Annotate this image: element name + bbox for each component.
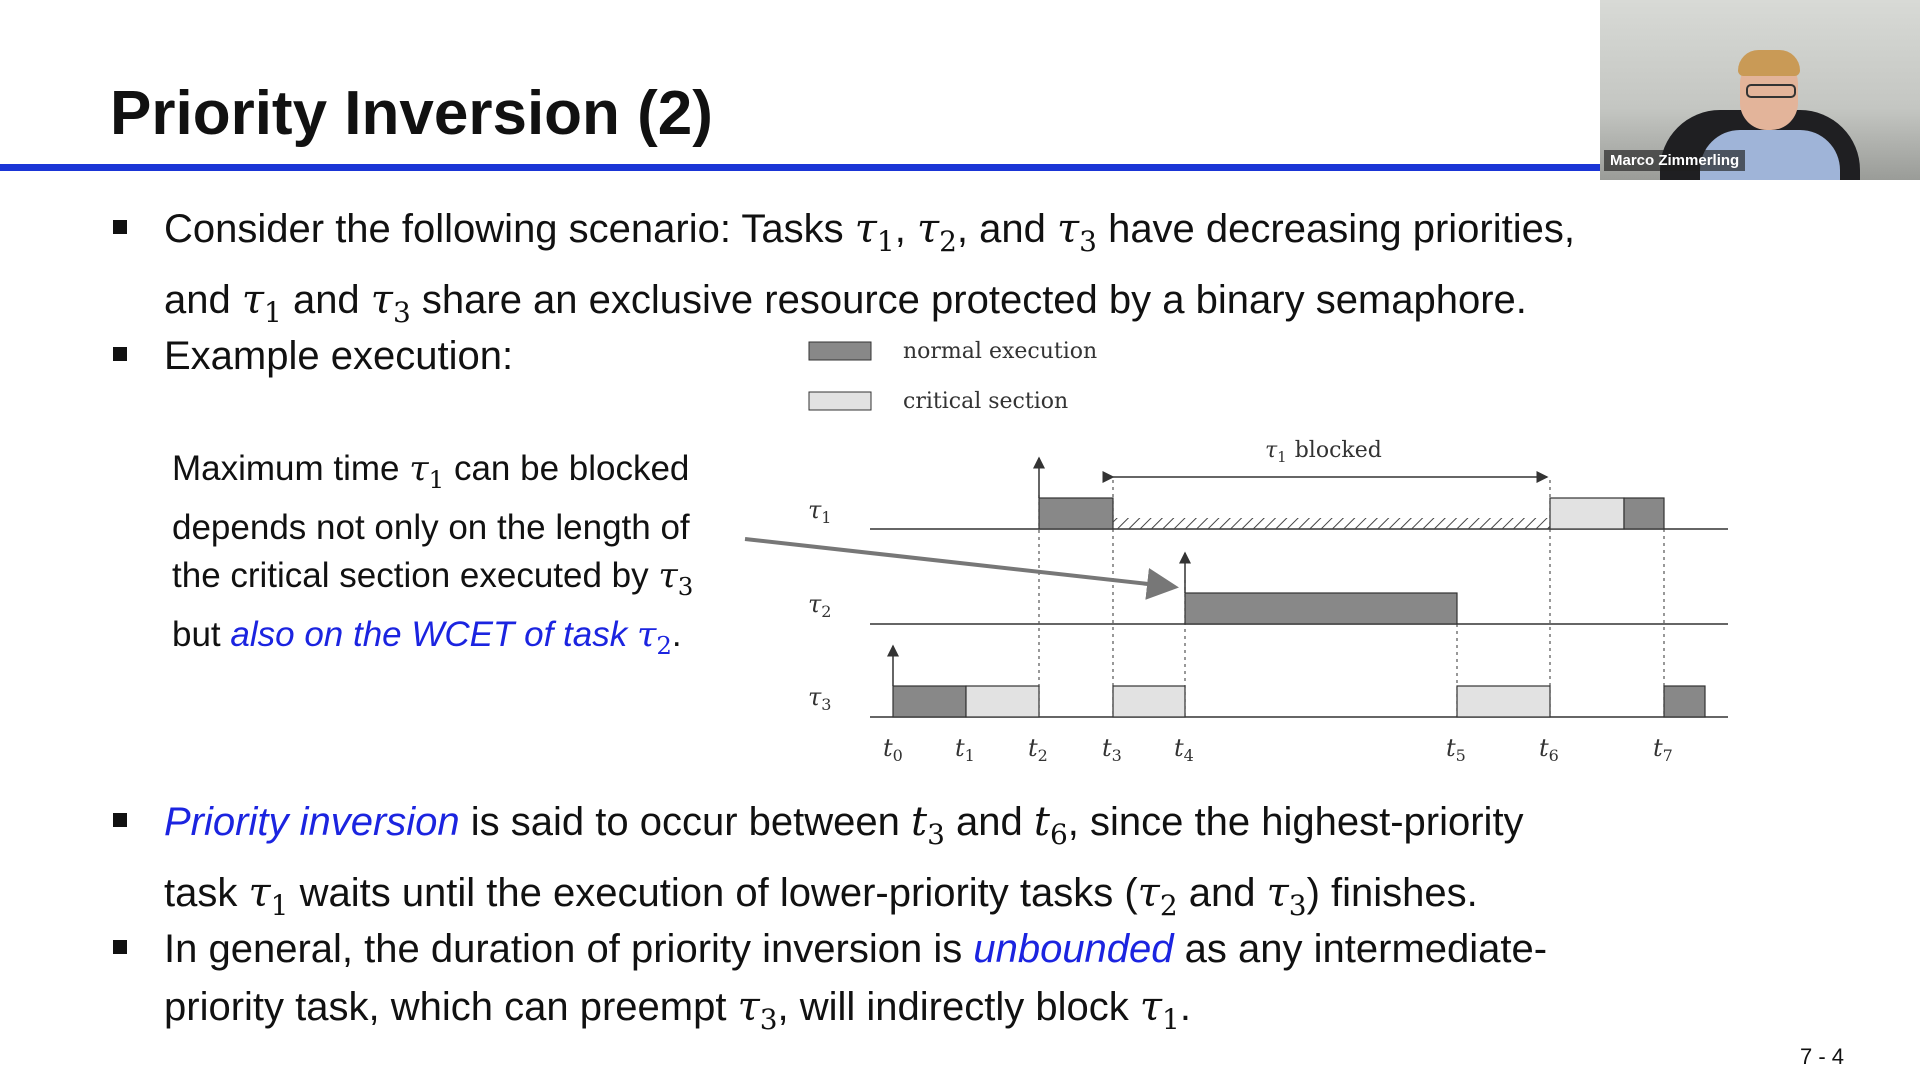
- bullet-marker: [113, 220, 127, 234]
- tau1-normal-exec-2: [1623, 497, 1665, 530]
- bullet-unbounded: In general, the duration of priority inv…: [164, 927, 1548, 1036]
- bullet-marker: [113, 347, 127, 361]
- tau3-critical-section-3: [1456, 685, 1551, 718]
- time-label-t0: t0: [883, 734, 903, 765]
- tau3-normal-exec-2: [1663, 685, 1706, 718]
- time-label-t1: t1: [955, 734, 975, 765]
- task-label-tau2: τ2: [808, 590, 831, 621]
- bullet-example: Example execution:: [164, 334, 514, 378]
- execution-timeline-diagram: normal execution critical section τ1 bloc…: [808, 339, 1728, 765]
- tau3-critical-section-2: [1112, 685, 1186, 718]
- legend-normal-label: normal execution: [903, 339, 1097, 364]
- tau1-critical-section: [1549, 497, 1625, 530]
- presenter-name: Marco Zimmerling: [1604, 150, 1746, 171]
- time-axis-labels: t0 t1 t2 t3 t4 t5 t6 t7: [883, 734, 1673, 765]
- slide-title: Priority Inversion (2): [110, 79, 713, 148]
- tau1-blocked-hatch: [1113, 518, 1550, 529]
- time-label-t2: t2: [1028, 734, 1048, 765]
- bullet-marker: [113, 813, 127, 827]
- presenter-webcam: Marco Zimmerling: [1600, 0, 1920, 180]
- blocking-note: Maximum time τ1 can be blocked depends n…: [172, 449, 694, 660]
- legend-critical-swatch: [808, 391, 872, 411]
- legend-normal-swatch: [808, 341, 872, 361]
- time-label-t7: t7: [1653, 734, 1673, 765]
- bullet-marker: [113, 940, 127, 954]
- tau3-normal-exec-1: [892, 685, 967, 718]
- time-label-t5: t5: [1446, 734, 1466, 765]
- legend-critical-label: critical section: [903, 389, 1068, 414]
- page-number: 7 - 4: [1800, 1044, 1845, 1069]
- task-label-tau1: τ1: [808, 496, 831, 527]
- task-label-tau3: τ3: [808, 683, 831, 714]
- bullet-scenario: Consider the following scenario: Tasks τ…: [164, 206, 1575, 329]
- blocked-label: τ1 blocked: [1265, 438, 1382, 466]
- time-label-t3: t3: [1102, 734, 1122, 765]
- bullet-priority-inversion: Priority inversion is said to occur betw…: [164, 799, 1524, 922]
- tau1-normal-exec-1: [1038, 497, 1114, 530]
- tau3-critical-section-1: [965, 685, 1040, 718]
- time-label-t4: t4: [1174, 734, 1194, 765]
- title-underline: [0, 164, 1600, 171]
- time-label-t6: t6: [1539, 734, 1559, 765]
- tau2-normal-exec: [1184, 592, 1458, 625]
